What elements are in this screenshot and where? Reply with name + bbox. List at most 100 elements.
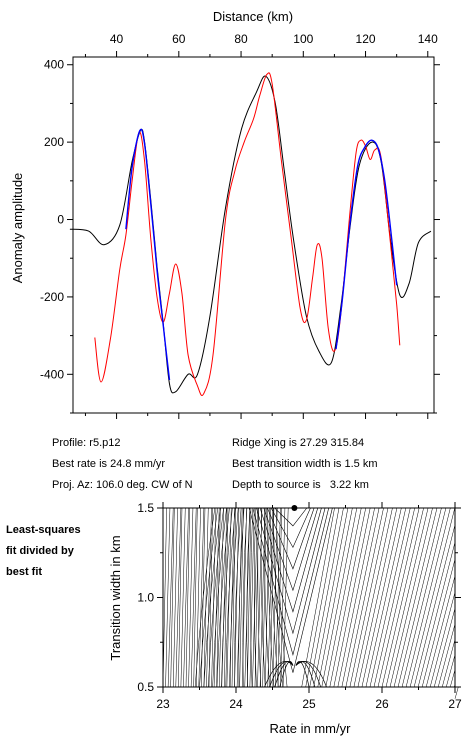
contour-line: [425, 575, 456, 688]
contour-line: [454, 686, 459, 699]
best-width-label: Best transition width is 1.5 km: [232, 458, 378, 470]
bottom-y-tick-label: 1.5: [137, 501, 154, 515]
top-y-tick-label: -400: [40, 367, 64, 381]
contour-line: [365, 507, 407, 688]
contour-line: [165, 507, 171, 688]
contour-line: [369, 507, 411, 688]
contour-line: [208, 507, 224, 688]
contour-line: [213, 507, 220, 688]
contour-line: [216, 507, 230, 688]
profile-label: Profile: r5.p12: [52, 437, 121, 449]
contour-line: [267, 507, 275, 688]
bottom-x-tick-label: 23: [156, 697, 170, 711]
contour-line: [178, 507, 183, 688]
top-y-axis-label: Anomaly amplitude: [10, 173, 25, 284]
contour-valley: [274, 507, 308, 527]
contour-line: [393, 507, 438, 688]
best-fit-point: [291, 505, 298, 511]
contour-line: [264, 507, 270, 688]
contour-line: [267, 507, 274, 688]
contour-line: [175, 507, 182, 688]
contour-valley: [270, 507, 311, 549]
contour-line: [413, 524, 456, 688]
contour-line: [194, 507, 216, 688]
contour-line: [162, 507, 167, 688]
contour-line: [226, 507, 232, 688]
contour-line: [238, 507, 245, 688]
contour-line: [270, 507, 275, 688]
top-x-tick-label: 60: [172, 32, 186, 46]
contour-line: [195, 507, 201, 688]
top-plot-frame: [72, 56, 435, 414]
contour-line: [409, 507, 456, 688]
bottom-y-axis-label: Transition width in km: [108, 535, 123, 660]
contour-line: [421, 559, 456, 688]
contour-line: [337, 507, 375, 688]
contour-line: [437, 623, 456, 688]
contour-line: [450, 669, 456, 688]
contour-line: [234, 507, 240, 688]
top-chart: 40 60 80 100 120 140 400 200 0 -200 -400 Distance…: [10, 9, 440, 419]
bottom-y-tick-label: 0.5: [137, 680, 154, 694]
bottom-x-axis-label: Rate in mm/yr: [270, 721, 352, 736]
contour-line: [216, 507, 221, 688]
bottom-x-tick-label: 26: [375, 697, 389, 711]
contour-line: [341, 507, 380, 688]
best-rate-label: Best rate is 24.8 mm/yr: [52, 458, 166, 470]
contour-line: [185, 507, 190, 688]
contour-line: [429, 592, 456, 688]
contour-line: [231, 507, 236, 688]
contour-valley: [267, 507, 315, 570]
bottom-chart: 23 24 25 26 27 0.5 1.0 1.5 Rate in mm/yr Trans…: [108, 501, 462, 736]
contour-line: [167, 507, 174, 688]
contour-line: [353, 507, 393, 688]
contour-line: [441, 639, 456, 688]
contour-line: [199, 507, 218, 688]
contour-line: [257, 507, 262, 688]
bottom-x-tick-label: 27: [448, 697, 462, 711]
contour-line: [221, 507, 233, 688]
contour-line: [264, 507, 270, 688]
model-profile-line: [94, 72, 401, 397]
contour-line: [193, 507, 198, 688]
contour-line: [250, 507, 254, 688]
top-x-tick-label: 140: [418, 32, 438, 46]
contour-line: [246, 507, 251, 688]
top-y-tick-label: 400: [44, 58, 64, 72]
contour-line: [401, 507, 447, 688]
contour-line: [349, 507, 389, 688]
contour-line: [188, 507, 194, 688]
contour-line: [309, 507, 344, 688]
contour-line: [357, 507, 398, 688]
contour-valley: [263, 507, 319, 592]
top-x-axis-label: Distance (km): [213, 9, 293, 24]
fit-window-line: [125, 128, 171, 381]
contour-line: [198, 507, 205, 688]
contour-line: [272, 507, 278, 688]
contour-line: [445, 654, 456, 688]
top-x-tick-label: 40: [110, 32, 124, 46]
contour-line: [180, 507, 186, 688]
contour-line: [225, 507, 236, 688]
contour-line: [361, 507, 402, 688]
contour-line: [373, 507, 415, 688]
contour-line: [247, 507, 252, 688]
contour-line: [252, 507, 258, 688]
contour-line: [212, 507, 227, 688]
contour-line: [234, 507, 242, 688]
side-note: Least-squares fit divided by best fit: [6, 520, 81, 583]
contour-line: [333, 507, 371, 688]
contour-line: [190, 507, 197, 688]
top-y-tick-label: -200: [40, 290, 64, 304]
top-x-tick-label: 120: [356, 32, 376, 46]
bottom-x-tick-label: 25: [302, 697, 316, 711]
contour-line: [249, 507, 255, 688]
contour-line: [305, 507, 340, 688]
bottom-x-tick-label: 24: [229, 697, 243, 711]
contour-line: [172, 507, 178, 688]
side-note-line-2: fit divided by: [6, 545, 74, 557]
top-x-tick-label: 80: [234, 32, 248, 46]
contour-line: [264, 661, 294, 688]
contour-line: [313, 507, 349, 688]
